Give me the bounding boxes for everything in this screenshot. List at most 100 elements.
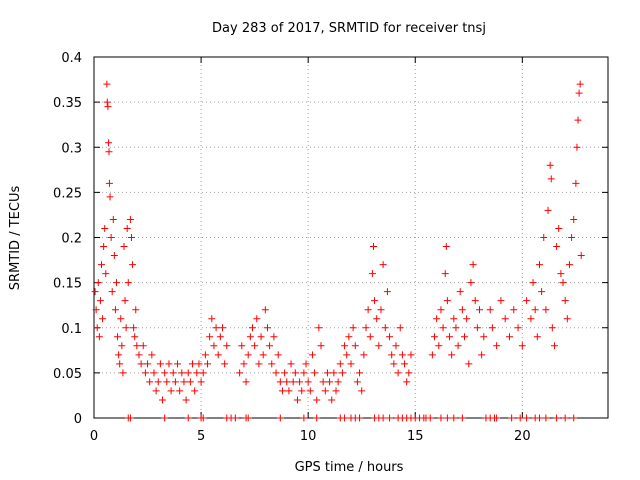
data-point: [446, 333, 454, 341]
data-point: [121, 297, 129, 305]
y-tick-label: 0.1: [61, 322, 82, 337]
zero-data-point: [276, 414, 284, 422]
data-point: [366, 333, 374, 341]
data-point: [435, 342, 443, 350]
data-point: [171, 378, 179, 386]
data-point: [287, 360, 295, 368]
data-point: [535, 261, 543, 269]
data-point: [544, 206, 552, 214]
data-point: [214, 351, 222, 359]
data-point: [533, 333, 541, 341]
data-point: [478, 351, 486, 359]
data-point: [371, 297, 379, 305]
zero-data-point: [379, 414, 387, 422]
data-point: [433, 315, 441, 323]
data-point: [261, 306, 269, 314]
data-point: [510, 306, 518, 314]
data-point: [362, 324, 370, 332]
data-point: [109, 215, 117, 223]
data-point: [107, 234, 115, 241]
data-point: [497, 297, 505, 305]
data-point: [210, 342, 218, 350]
zero-data-point: [443, 414, 451, 422]
data-point: [154, 378, 162, 386]
data-point: [565, 261, 573, 269]
data-point: [561, 297, 569, 305]
data-point: [186, 378, 194, 386]
data-point: [471, 297, 479, 305]
zero-data-point: [493, 414, 501, 422]
data-point: [130, 324, 138, 332]
y-tick-label: 0: [74, 412, 82, 427]
data-point: [364, 306, 372, 314]
data-point: [219, 324, 226, 332]
data-point: [291, 369, 299, 377]
data-point: [341, 342, 349, 350]
data-point: [373, 315, 381, 323]
data-point: [115, 351, 123, 359]
data-point: [392, 342, 400, 350]
data-point: [99, 315, 107, 323]
data-point: [360, 351, 368, 359]
data-point: [132, 306, 140, 314]
data-point: [244, 351, 252, 359]
y-tick-label: 0.25: [53, 186, 82, 201]
data-point: [319, 378, 327, 386]
data-point: [518, 342, 526, 350]
data-point: [253, 315, 261, 323]
data-point: [221, 360, 229, 368]
zero-data-point: [535, 414, 543, 422]
zero-data-point: [523, 414, 531, 422]
data-point: [553, 243, 561, 251]
data-point: [383, 288, 391, 296]
y-tick-label: 0.2: [61, 232, 82, 247]
data-point: [204, 360, 212, 368]
data-point: [246, 333, 254, 341]
data-point: [379, 261, 387, 269]
data-point: [514, 324, 522, 332]
data-point: [144, 360, 152, 368]
data-point: [574, 116, 582, 124]
data-point: [540, 234, 548, 241]
zero-data-point: [313, 414, 321, 422]
data-point: [323, 369, 331, 377]
data-point: [119, 369, 127, 377]
zero-data-point: [458, 414, 466, 422]
data-point: [255, 360, 263, 368]
data-point: [317, 342, 325, 350]
x-axis-label: GPS time / hours: [295, 460, 404, 475]
zero-data-point: [126, 414, 134, 422]
data-point: [93, 324, 101, 332]
data-point: [442, 243, 450, 251]
data-point: [270, 333, 278, 341]
y-tick-label: 0.4: [61, 51, 82, 66]
data-point: [94, 279, 102, 287]
data-point: [97, 261, 105, 269]
data-point: [467, 279, 475, 287]
data-point: [386, 333, 394, 341]
data-point: [193, 369, 201, 377]
data-point: [296, 378, 304, 386]
data-point: [439, 324, 447, 332]
data-point: [285, 387, 293, 395]
data-point: [101, 224, 109, 232]
data-point: [169, 369, 177, 377]
data-point: [529, 279, 537, 287]
x-tick-label: 20: [514, 429, 531, 444]
x-tick-label: 5: [197, 429, 205, 444]
data-point: [302, 360, 310, 368]
data-point: [486, 306, 494, 314]
data-point: [300, 369, 308, 377]
data-point: [161, 369, 169, 377]
data-point: [381, 324, 389, 332]
data-point: [223, 342, 231, 350]
data-point: [501, 315, 509, 323]
data-point: [238, 342, 246, 350]
data-point: [197, 378, 205, 386]
data-point: [456, 288, 464, 296]
x-tick-label: 0: [90, 429, 98, 444]
data-point: [548, 324, 556, 332]
data-point: [356, 369, 364, 377]
data-point: [473, 324, 481, 332]
data-point: [259, 351, 267, 359]
